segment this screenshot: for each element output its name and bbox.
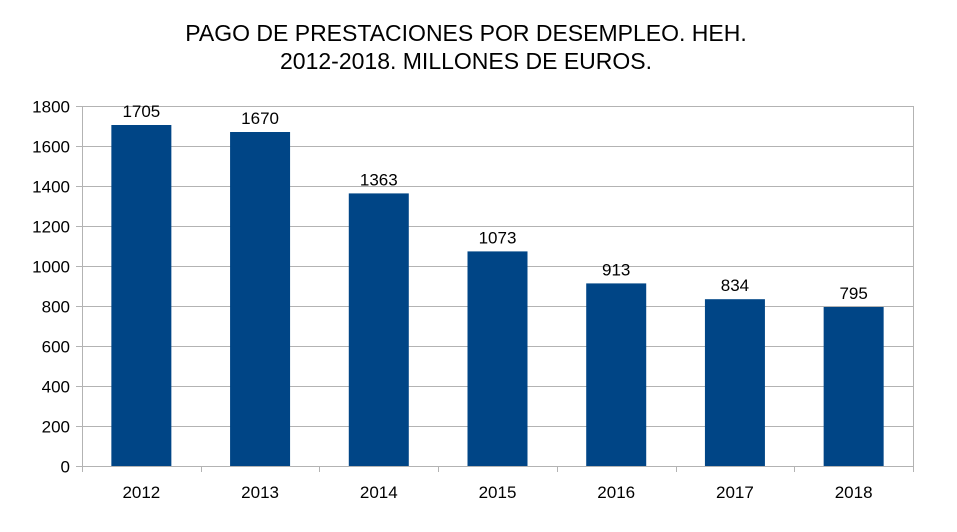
y-tick-label: 800 <box>42 298 70 317</box>
y-tick-label: 1000 <box>32 258 70 277</box>
bar-2018 <box>823 307 884 466</box>
data-label-2015: 1073 <box>479 228 517 247</box>
data-label-2017: 834 <box>721 276 749 295</box>
bar-2016 <box>586 283 647 466</box>
bar-2014 <box>348 193 409 466</box>
data-label-2018: 795 <box>839 284 867 303</box>
y-tick-label: 400 <box>42 378 70 397</box>
x-tick-label: 2014 <box>360 483 398 502</box>
x-tick-label: 2016 <box>597 483 635 502</box>
x-tick-label: 2013 <box>241 483 279 502</box>
bars <box>111 125 884 466</box>
axes: 0 200 400 600 800 1000 1200 1400 1600 1800 2012 201… <box>32 98 914 502</box>
y-tick-label: 200 <box>42 418 70 437</box>
x-tick-label: 2012 <box>122 483 160 502</box>
y-tick-label: 1400 <box>32 178 70 197</box>
data-labels: 1705 1670 1363 1073 913 834 795 <box>122 102 867 303</box>
chart-title-line-1: PAGO DE PRESTACIONES POR DESEMPLEO. HEH. <box>185 20 747 46</box>
data-label-2013: 1670 <box>241 109 279 128</box>
x-tick-label: 2017 <box>716 483 754 502</box>
y-tick-label: 600 <box>42 338 70 357</box>
chart-title-line-2: 2012-2018. MILLONES DE EUROS. <box>280 48 652 74</box>
bar-2015 <box>467 251 528 466</box>
y-tick-label: 1800 <box>32 98 70 117</box>
bar-2017 <box>704 299 765 466</box>
bar-2012 <box>111 125 172 466</box>
x-tick-label: 2018 <box>835 483 873 502</box>
data-label-2016: 913 <box>602 260 630 279</box>
y-tick-label: 0 <box>61 458 70 477</box>
data-label-2014: 1363 <box>360 170 398 189</box>
y-tick-label: 1200 <box>32 218 70 237</box>
data-label-2012: 1705 <box>122 102 160 121</box>
y-tick-label: 1600 <box>32 138 70 157</box>
bar-2013 <box>230 132 291 466</box>
x-tick-label: 2015 <box>479 483 517 502</box>
